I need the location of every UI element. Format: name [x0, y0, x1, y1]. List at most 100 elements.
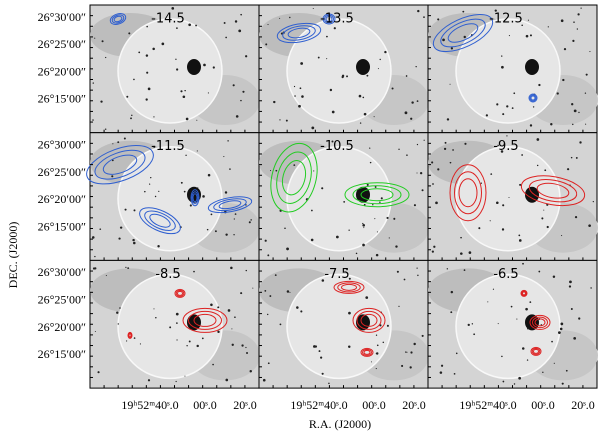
star: [91, 236, 95, 239]
star: [111, 175, 114, 178]
star: [214, 230, 217, 233]
star: [240, 99, 242, 102]
contour: [362, 348, 372, 356]
star: [510, 305, 513, 308]
star: [248, 221, 251, 224]
star: [552, 275, 556, 279]
star: [513, 383, 516, 385]
y-tick-label: 26°20′00″: [38, 64, 86, 78]
star: [201, 337, 204, 340]
star: [393, 217, 396, 220]
star: [513, 92, 516, 95]
contour: [86, 144, 154, 185]
star: [556, 92, 559, 95]
star: [104, 128, 107, 130]
star: [546, 225, 549, 229]
star: [195, 24, 197, 27]
star: [210, 213, 213, 216]
star: [405, 75, 408, 77]
star: [233, 234, 235, 236]
star: [171, 7, 175, 10]
star: [369, 147, 371, 149]
star: [565, 369, 568, 372]
star: [508, 35, 510, 37]
star: [279, 119, 281, 121]
star: [363, 112, 367, 116]
contour: [454, 171, 482, 215]
star: [362, 96, 365, 99]
bubble-ring: [286, 273, 392, 380]
star: [116, 311, 119, 314]
star: [572, 123, 574, 126]
contour: [337, 282, 361, 293]
star: [417, 9, 420, 13]
star: [573, 21, 575, 23]
x-tick-label: 20ˢ.0: [571, 398, 595, 412]
star: [473, 333, 476, 336]
contour: [177, 290, 183, 296]
star: [153, 308, 155, 310]
contour: [363, 349, 371, 355]
star: [298, 104, 301, 108]
star: [366, 74, 369, 77]
star: [494, 9, 497, 12]
star: [117, 323, 119, 325]
star: [240, 292, 243, 295]
star: [460, 236, 462, 239]
star: [452, 149, 454, 151]
star: [182, 95, 186, 99]
star: [529, 34, 532, 37]
star: [203, 63, 206, 67]
star: [225, 36, 227, 39]
star: [384, 50, 387, 54]
contour: [458, 178, 478, 208]
star: [147, 87, 151, 91]
star: [279, 323, 282, 326]
star: [437, 18, 440, 21]
star: [574, 216, 578, 219]
star: [188, 23, 191, 27]
star: [176, 68, 179, 71]
contour: [213, 198, 247, 212]
star: [326, 35, 328, 38]
star: [501, 228, 505, 231]
y-tick-label: 26°30′00″: [38, 137, 86, 151]
star: [313, 345, 316, 348]
star: [326, 58, 328, 60]
star: [285, 119, 288, 122]
dark-cloud: [187, 59, 201, 75]
star: [286, 290, 290, 293]
star: [409, 366, 412, 369]
x-tick-label: 19ʰ52ᵐ40ˢ.0: [121, 398, 178, 412]
contour: [276, 22, 322, 44]
star: [152, 47, 155, 51]
dark-cloud: [525, 186, 539, 203]
x-tick-label: 00ˢ.0: [362, 398, 386, 412]
x-tick-label: 00ˢ.0: [193, 398, 217, 412]
y-tick-label: 26°25′00″: [38, 37, 86, 51]
star: [224, 191, 228, 194]
star: [146, 25, 148, 28]
contour: [360, 347, 374, 357]
star: [416, 172, 418, 174]
star: [157, 245, 160, 248]
star: [300, 310, 303, 313]
y-tick-label: 26°15′00″: [38, 347, 86, 361]
contour: [432, 13, 494, 53]
star: [526, 359, 529, 361]
star: [468, 251, 472, 254]
star: [538, 83, 541, 87]
star: [329, 88, 333, 92]
star: [527, 19, 529, 21]
star: [442, 38, 445, 42]
star: [196, 344, 199, 348]
contour: [281, 160, 307, 196]
star: [217, 306, 220, 309]
star: [373, 116, 375, 118]
star: [562, 78, 565, 82]
star: [184, 89, 186, 92]
star: [321, 372, 324, 375]
star: [274, 274, 277, 277]
star: [377, 68, 379, 70]
star: [386, 216, 389, 220]
